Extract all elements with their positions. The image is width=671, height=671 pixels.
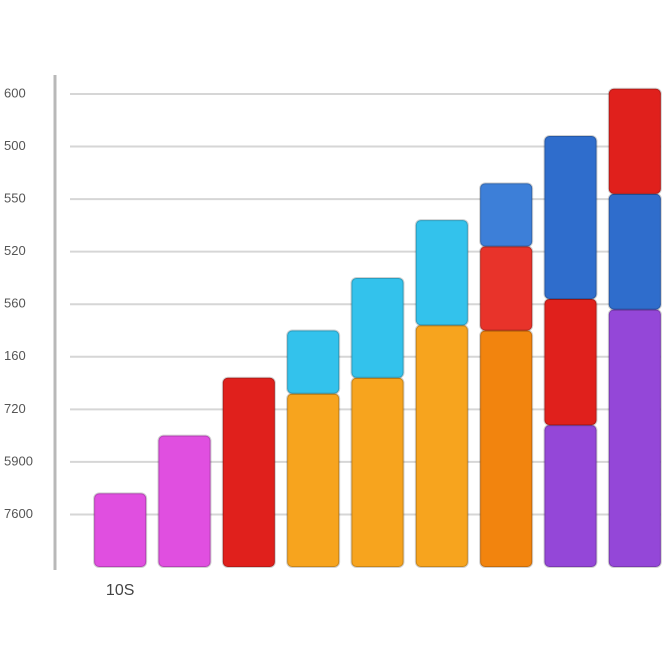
y-tick-label: 5900 <box>4 453 33 468</box>
y-tick-label: 160 <box>4 348 26 363</box>
bar-segment <box>414 219 469 327</box>
y-tick-label: 550 <box>4 191 26 206</box>
y-tick-label: 560 <box>4 296 26 311</box>
bar-segment <box>286 329 341 395</box>
bar-segment <box>479 182 534 248</box>
y-tick-label: 600 <box>4 85 26 100</box>
bar-segment <box>479 245 534 332</box>
y-tick-label: 500 <box>4 138 26 153</box>
bar-segment <box>350 276 405 379</box>
bar-segment <box>543 135 598 300</box>
y-tick-label: 720 <box>4 401 26 416</box>
bar-segment <box>286 392 341 569</box>
bar-segment <box>414 324 469 568</box>
bar-segment <box>157 434 212 568</box>
bar-segment <box>350 376 405 568</box>
bar-segment <box>479 329 534 568</box>
bar-segment <box>221 376 276 568</box>
bar-segment <box>543 297 598 427</box>
bar-segment <box>607 192 662 311</box>
bar-segment <box>93 492 148 568</box>
bar-segment <box>543 424 598 568</box>
y-tick-label: 7600 <box>4 506 33 521</box>
bar-segment <box>607 87 662 195</box>
x-tick-label: 10S <box>106 582 134 599</box>
y-tick-label: 520 <box>4 243 26 258</box>
bar-segment <box>607 308 662 568</box>
